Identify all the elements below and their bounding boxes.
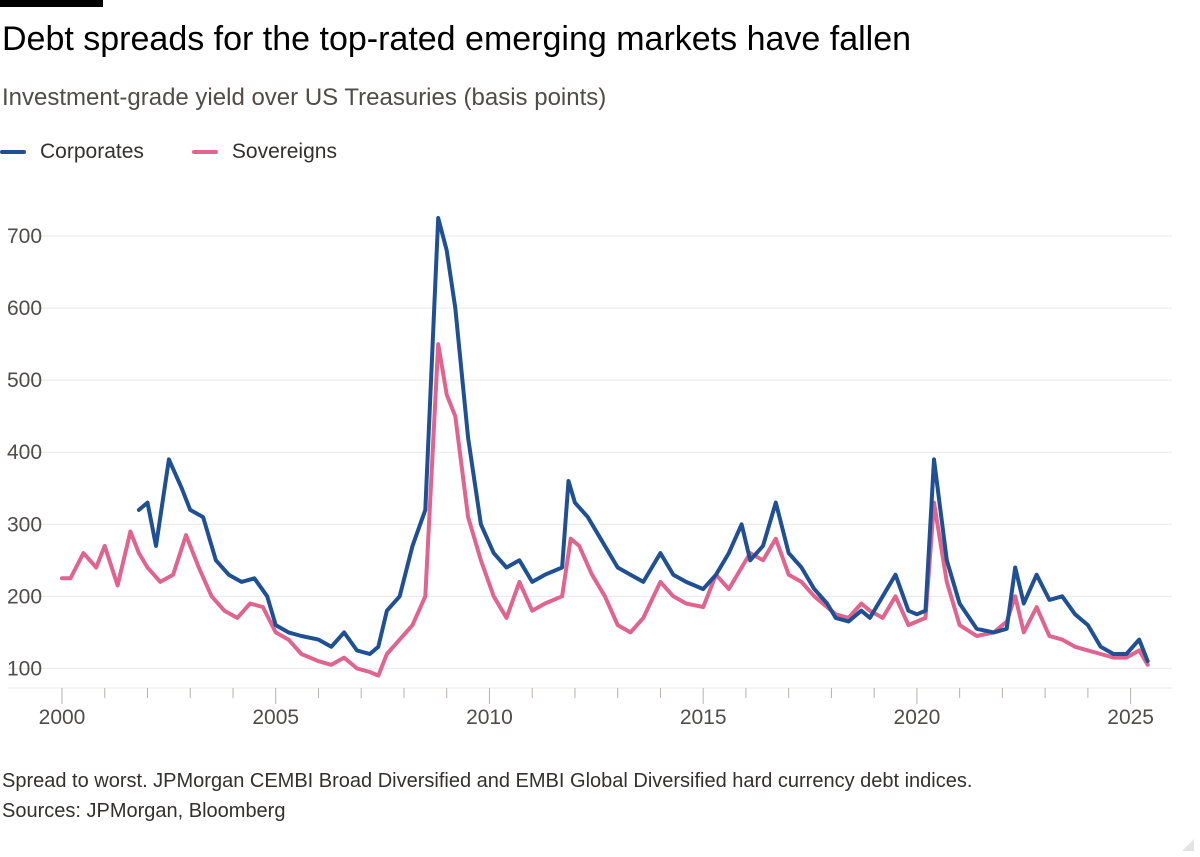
y-tick-label: 400 [7, 441, 42, 464]
series-line-sovereigns [60, 342, 1150, 678]
x-tick-label: 2015 [680, 706, 727, 729]
chart-note: Spread to worst. JPMorgan CEMBI Broad Di… [2, 770, 973, 792]
x-tick-label: 2010 [466, 706, 513, 729]
x-tick-label: 2005 [252, 706, 299, 729]
chart-source: Sources: JPMorgan, Bloomberg [2, 800, 286, 822]
legend-swatch-corporates [0, 150, 26, 154]
x-tick-label: 2020 [894, 706, 941, 729]
chart-title: Debt spreads for the top-rated emerging … [2, 20, 912, 58]
y-tick-label: 300 [7, 513, 42, 536]
resize-corner [1182, 839, 1194, 851]
legend-item-corporates: Corporates [0, 140, 144, 164]
legend-label-corporates: Corporates [40, 140, 144, 163]
y-tick-label: 700 [7, 225, 42, 248]
legend-swatch-sovereigns [191, 150, 218, 154]
series-line-corporates [136, 216, 1150, 664]
y-tick-label: 500 [7, 369, 42, 392]
legend-label-sovereigns: Sovereigns [231, 140, 337, 163]
y-tick-label: 200 [7, 585, 42, 608]
header-bar [0, 0, 103, 7]
line-chart: 100 200 300 400 500 600 700 2000 2005 2010 2015 202… [7, 216, 1172, 729]
y-tick-label: 100 [7, 657, 42, 680]
x-tick-label: 2000 [39, 706, 86, 729]
chart-legend: Corporates Sovereigns [0, 138, 385, 166]
legend-item-sovereigns: Sovereigns [191, 140, 337, 164]
y-tick-label: 600 [7, 297, 42, 320]
chart-subtitle: Investment-grade yield over US Treasurie… [2, 84, 607, 111]
x-tick-label: 2025 [1107, 706, 1154, 729]
